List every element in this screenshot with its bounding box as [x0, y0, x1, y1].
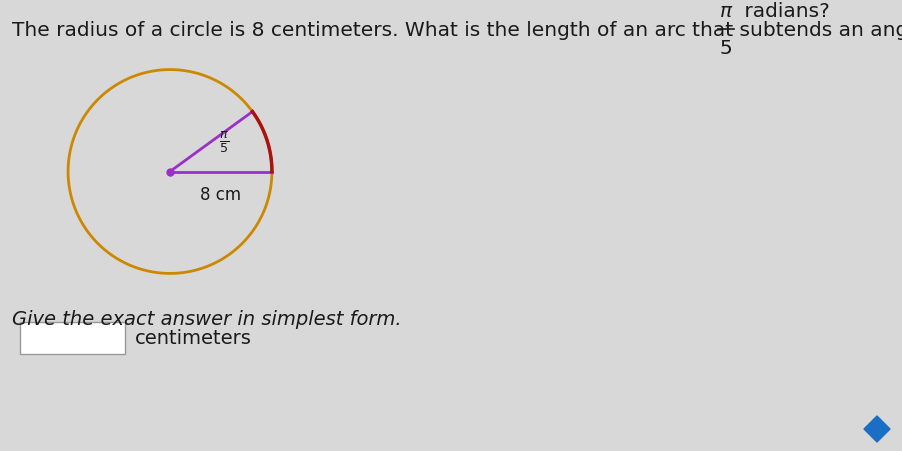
Text: 8 cm: 8 cm: [200, 185, 242, 203]
FancyBboxPatch shape: [20, 322, 125, 354]
Text: centimeters: centimeters: [135, 329, 252, 348]
Text: $\frac{\pi}{5}$: $\frac{\pi}{5}$: [219, 129, 229, 155]
Text: radians?: radians?: [738, 2, 830, 21]
Text: Give the exact answer in simplest form.: Give the exact answer in simplest form.: [12, 309, 401, 328]
Text: 5: 5: [720, 39, 732, 58]
Polygon shape: [864, 416, 890, 442]
Text: $\pi$: $\pi$: [719, 2, 733, 21]
Text: The radius of a circle is 8 centimeters. What is the length of an arc that subte: The radius of a circle is 8 centimeters.…: [12, 20, 902, 39]
